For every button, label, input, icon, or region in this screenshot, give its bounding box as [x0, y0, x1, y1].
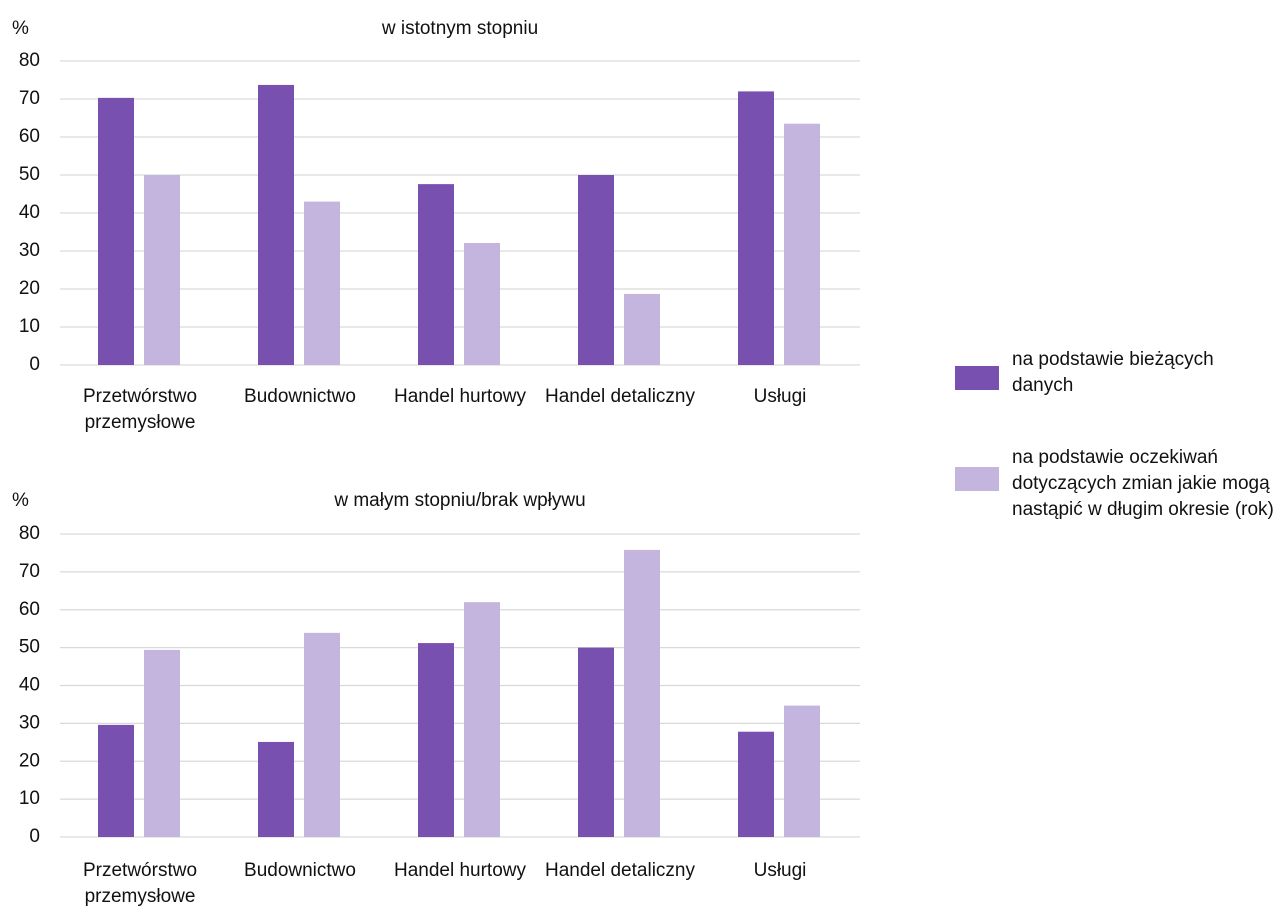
x-tick-label: Budownictwo — [244, 386, 356, 407]
legend-label: na podstawie oczekiwań dotyczących zmian… — [1012, 447, 1274, 520]
y-tick-label: 0 — [29, 354, 40, 375]
x-tick-label: Handel detaliczny — [545, 386, 695, 407]
chart-title: w małym stopniu/brak wpływu — [333, 490, 585, 511]
y-tick-label: 70 — [19, 561, 40, 582]
legend-swatch — [955, 366, 999, 390]
x-tick-label: Przetwórstwo przemysłowe — [82, 386, 198, 433]
y-tick-label: 10 — [19, 788, 40, 809]
x-tick-label: Usługi — [753, 860, 807, 881]
bar — [784, 705, 820, 837]
legend-label: na podstawie bieżących danych — [1012, 349, 1214, 396]
y-tick-label: 50 — [19, 637, 40, 658]
y-tick-label: 40 — [19, 675, 40, 696]
y-tick-label: 70 — [19, 88, 40, 109]
x-tick-label: Handel detaliczny — [545, 860, 695, 881]
y-tick-label: 20 — [19, 278, 40, 299]
x-tick-label: Handel hurtowy — [393, 860, 527, 881]
bar — [144, 649, 180, 837]
y-tick-label: 0 — [29, 826, 40, 847]
x-tick-label: Usługi — [753, 386, 807, 407]
bar — [464, 243, 500, 365]
bar — [304, 632, 340, 837]
bar — [418, 643, 454, 837]
y-tick-label: 60 — [19, 599, 40, 620]
bar — [98, 724, 134, 837]
y-tick-label: 50 — [19, 164, 40, 185]
y-axis-label: % — [12, 18, 29, 39]
bar — [578, 647, 614, 837]
y-tick-label: 40 — [19, 202, 40, 223]
bar — [738, 731, 774, 837]
bar — [578, 175, 614, 365]
bar — [258, 84, 294, 365]
x-tick-label: Budownictwo — [244, 860, 356, 881]
bar — [784, 123, 820, 365]
y-tick-label: 20 — [19, 750, 40, 771]
bar — [98, 97, 134, 366]
x-tick-label: Handel hurtowy — [393, 386, 527, 407]
charts: w istotnym stopniu% 0 10 20 30 40 50 60 70 80 w ma… — [12, 18, 860, 847]
bar — [418, 184, 454, 365]
x-tick-label: Przetwórstwo przemysłowe — [82, 860, 198, 907]
y-axis-label: % — [12, 490, 29, 511]
bar — [464, 602, 500, 837]
bar — [624, 549, 660, 837]
bar — [258, 741, 294, 837]
bar — [624, 293, 660, 365]
y-tick-label: 30 — [19, 240, 40, 261]
y-tick-label: 30 — [19, 712, 40, 733]
chart-title: w istotnym stopniu — [381, 18, 538, 39]
y-tick-label: 10 — [19, 316, 40, 337]
bar — [304, 201, 340, 365]
y-tick-label: 80 — [19, 523, 40, 544]
y-tick-label: 60 — [19, 126, 40, 147]
y-tick-label: 80 — [19, 50, 40, 71]
bar — [738, 91, 774, 366]
bar — [144, 175, 180, 365]
legend-swatch — [955, 467, 999, 491]
